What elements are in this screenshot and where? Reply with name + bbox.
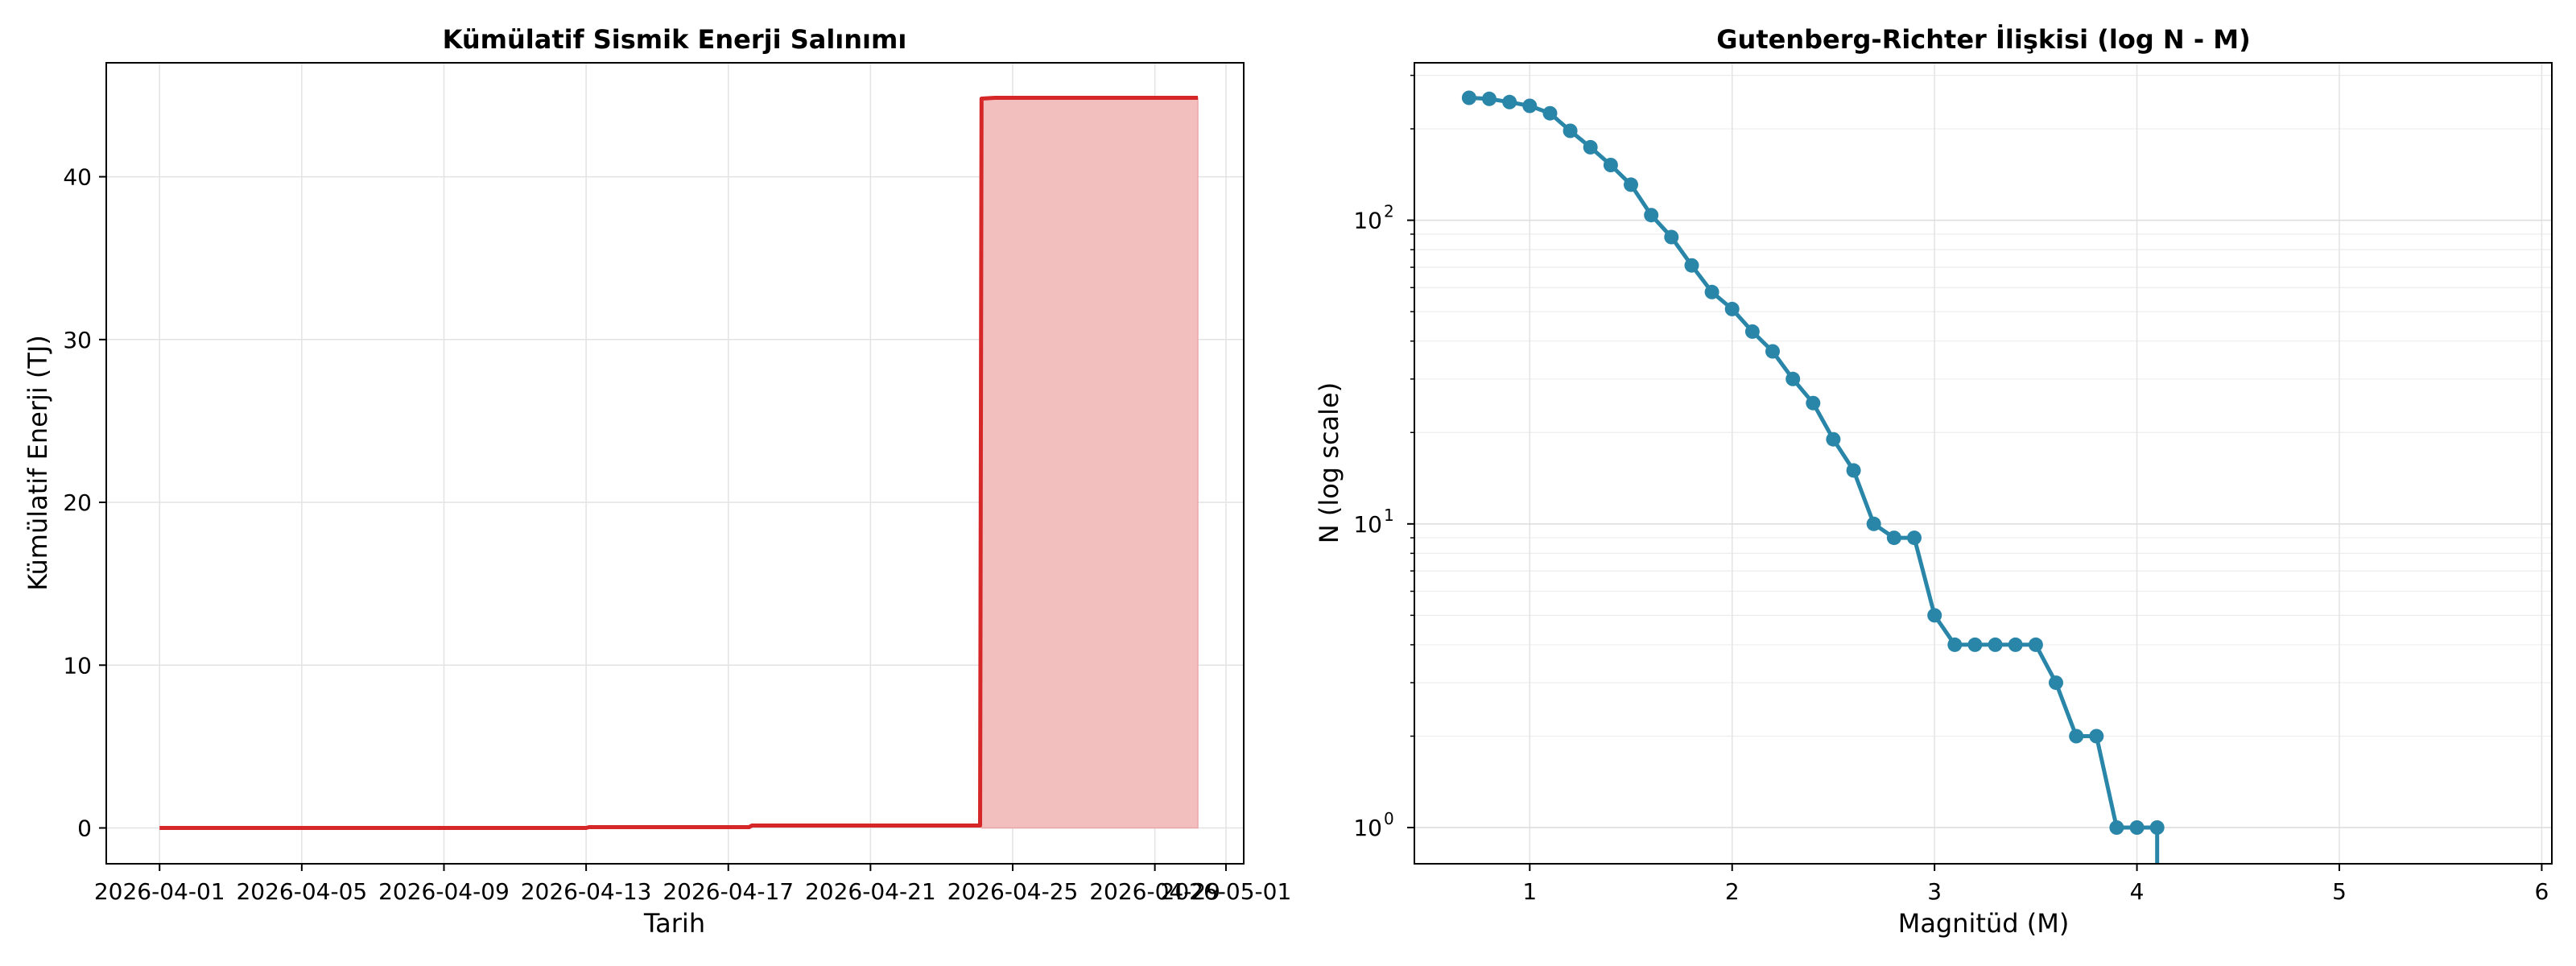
gr-data-point	[1866, 516, 1881, 531]
gr-chart-grid	[1414, 63, 2552, 864]
gr-data-point	[1846, 463, 1861, 478]
gr-y-tick-exponent: 0	[1384, 809, 1394, 828]
gr-y-tick-base: 10	[1353, 208, 1382, 234]
gr-data-point	[1785, 371, 1801, 386]
energy-y-tick-label: 10	[63, 652, 92, 679]
gr-data-point	[1583, 139, 1598, 155]
gr-y-axis-label: N (log scale)	[1314, 382, 1344, 543]
gr-data-point	[1624, 177, 1638, 192]
energy-x-tick-label: 2026-04-09	[378, 878, 510, 905]
gr-chart-title: Gutenberg-Richter İlişkisi (log N - M)	[1716, 24, 2250, 55]
gr-data-point	[2069, 729, 2084, 744]
gr-data-point	[2089, 729, 2104, 744]
gr-x-tick-label: 5	[2332, 878, 2347, 905]
energy-x-ticks: 2026-04-01 2026-04-05 2026-04-09 2026-04-13…	[94, 864, 1291, 905]
gr-data-point	[1765, 344, 1780, 359]
energy-x-tick-label: 2026-04-25	[947, 878, 1079, 905]
gr-data-point	[2109, 820, 2124, 835]
gr-data-point	[1806, 395, 1821, 411]
energy-y-axis-label: Kümülatif Enerji (TJ)	[23, 335, 53, 591]
energy-y-ticks: 0 10 20 30 40	[63, 164, 106, 842]
gr-data-point	[1886, 530, 1901, 546]
gr-data-point	[1603, 158, 1618, 172]
gr-data-point	[1482, 91, 1496, 106]
energy-y-tick-label: 30	[63, 327, 92, 353]
gr-x-tick-label: 2	[1725, 878, 1740, 905]
gr-x-tick-label: 4	[2130, 878, 2145, 905]
gr-data-point	[1967, 637, 1983, 652]
gr-data-point	[1744, 324, 1760, 339]
gr-x-axis-label: Magnitüd (M)	[1898, 908, 2070, 939]
gr-data-point	[1947, 637, 1963, 652]
gr-data-point	[1542, 105, 1558, 121]
energy-x-tick-label: 2026-04-21	[805, 878, 936, 905]
gr-data-point	[1563, 123, 1578, 138]
gr-data-point	[1461, 90, 1476, 105]
energy-x-tick-label: 2026-04-01	[94, 878, 225, 905]
energy-x-axis-label: Tarih	[643, 908, 705, 939]
energy-line	[159, 96, 1198, 830]
gr-x-ticks: 1 2 3 4 5 6	[1522, 864, 2549, 905]
gr-data-point	[1502, 94, 1517, 109]
energy-x-tick-label: 2026-04-13	[521, 878, 652, 905]
gr-data-point	[1664, 229, 1679, 245]
gr-x-tick-label: 3	[1927, 878, 1942, 905]
gr-data-point	[1907, 530, 1922, 546]
gr-data-point	[1704, 284, 1719, 299]
gr-series-points	[1461, 90, 2165, 835]
gr-y-tick-base: 10	[1353, 511, 1382, 538]
gr-y-tick-exponent: 1	[1384, 506, 1394, 525]
gr-x-tick-label: 1	[1522, 878, 1537, 905]
gr-y-tick-exponent: 2	[1384, 202, 1394, 221]
energy-x-tick-label: 2026-04-05	[236, 878, 367, 905]
gr-data-point	[1724, 301, 1740, 316]
energy-area-fill	[980, 97, 1199, 829]
energy-x-tick-label: 2026-04-29	[1089, 878, 1220, 905]
energy-y-tick-label: 20	[63, 489, 92, 516]
energy-y-tick-label: 40	[63, 164, 92, 191]
gr-y-tick-label: 10	[1353, 815, 1382, 841]
gr-chart-frame	[1414, 62, 2553, 865]
energy-chart-frame	[105, 62, 1245, 865]
gr-y-tick-base: 10	[1353, 815, 1382, 841]
gr-data-point	[2049, 675, 2063, 691]
energy-x-tick-label: 2026-04-17	[663, 878, 794, 905]
gr-data-point	[1927, 608, 1942, 623]
gr-data-point	[1684, 258, 1699, 273]
energy-chart: Kümülatif Sismik Enerji Salınımı 2026-04…	[23, 24, 1291, 939]
gr-x-tick-label: 6	[2535, 878, 2549, 905]
gutenberg-richter-chart: Gutenberg-Richter İlişkisi (log N - M) 1…	[1314, 24, 2553, 939]
gr-data-point	[1522, 98, 1538, 114]
energy-chart-title: Kümülatif Sismik Enerji Salınımı	[443, 24, 907, 55]
gr-data-point	[1826, 431, 1841, 447]
gr-data-point	[1644, 208, 1659, 223]
gr-data-point	[2008, 637, 2023, 652]
energy-x-tick-label: 2026-05-01	[1161, 878, 1292, 905]
gr-data-point	[1988, 637, 2003, 652]
gr-y-tick-label: 10	[1353, 511, 1382, 538]
gr-data-point	[2129, 820, 2145, 835]
gr-y-tick-label: 10	[1353, 208, 1382, 234]
gr-data-point	[2028, 637, 2043, 652]
gr-data-point	[2149, 820, 2165, 835]
energy-y-tick-label: 0	[77, 815, 92, 842]
